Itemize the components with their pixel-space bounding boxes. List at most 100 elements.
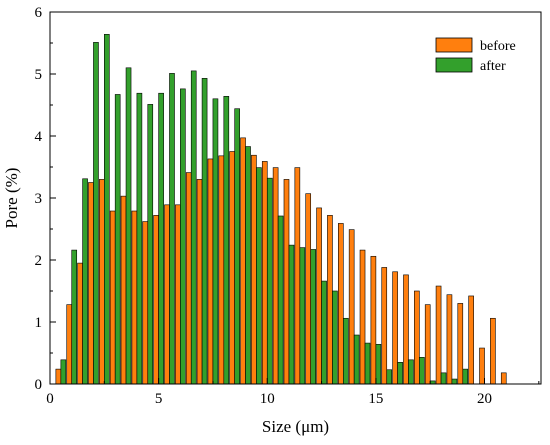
x-tick-label: 15 bbox=[368, 391, 383, 407]
bar-after bbox=[114, 94, 121, 385]
bar-after bbox=[310, 249, 317, 385]
bar-before bbox=[185, 172, 192, 385]
x-tick-label: 5 bbox=[155, 391, 163, 407]
bar-after bbox=[353, 334, 360, 385]
y-tick-label: 1 bbox=[35, 315, 43, 331]
bar-after bbox=[93, 42, 99, 385]
bar-before bbox=[424, 304, 431, 385]
bar-after bbox=[234, 108, 240, 385]
y-tick-label: 5 bbox=[35, 67, 43, 83]
bar-before bbox=[77, 262, 83, 385]
bar-after bbox=[321, 280, 327, 385]
bar-before bbox=[131, 210, 138, 385]
bar-after bbox=[332, 290, 338, 385]
y-tick-label: 4 bbox=[35, 129, 43, 145]
bar-before bbox=[294, 167, 301, 385]
bar-after bbox=[169, 73, 175, 385]
bar-before bbox=[446, 294, 453, 385]
bar-before bbox=[272, 167, 279, 385]
bar-before bbox=[305, 193, 312, 385]
bar-after bbox=[451, 378, 458, 385]
bar-after bbox=[223, 96, 230, 385]
bar-after bbox=[440, 372, 447, 385]
y-tick-label: 2 bbox=[35, 253, 43, 269]
bar-before bbox=[316, 207, 322, 385]
bar-after bbox=[364, 342, 371, 385]
bar-after bbox=[190, 70, 197, 385]
bar-before bbox=[403, 274, 409, 385]
bar-after bbox=[60, 359, 67, 385]
bar-after bbox=[201, 78, 208, 385]
bar-before bbox=[164, 204, 170, 385]
bar-before bbox=[283, 179, 290, 385]
bar-before bbox=[55, 368, 62, 385]
x-axis-label: Size (μm) bbox=[262, 417, 329, 436]
bar-before bbox=[109, 210, 116, 385]
legend-swatch-before bbox=[435, 37, 473, 53]
bar-before bbox=[435, 285, 442, 385]
bar-after bbox=[299, 247, 306, 385]
x-tick-label: 20 bbox=[477, 391, 492, 407]
bar-before bbox=[370, 255, 377, 385]
bar-before bbox=[468, 295, 474, 385]
y-tick-label: 6 bbox=[35, 5, 43, 21]
bar-before bbox=[348, 229, 355, 385]
bar-before bbox=[337, 223, 344, 385]
bar-after bbox=[180, 88, 186, 385]
bar-after bbox=[375, 344, 382, 385]
bar-before bbox=[196, 179, 203, 385]
y-axis-ticks: 0 1 2 3 4 5 6 bbox=[35, 5, 56, 393]
bar-before bbox=[142, 221, 149, 385]
bar-before bbox=[120, 195, 127, 385]
bar-after bbox=[288, 244, 295, 385]
bar-after bbox=[104, 34, 110, 385]
bar-after bbox=[71, 249, 78, 385]
bar-after bbox=[266, 177, 273, 385]
bar-before bbox=[392, 271, 398, 385]
bars-layer bbox=[55, 34, 507, 385]
bar-after bbox=[147, 104, 154, 385]
bar-after bbox=[277, 215, 284, 385]
bar-before bbox=[207, 158, 214, 385]
bar-before bbox=[229, 151, 235, 385]
x-tick-label: 0 bbox=[46, 391, 54, 407]
bar-after bbox=[419, 357, 425, 385]
bar-before bbox=[359, 249, 366, 385]
y-tick-label: 3 bbox=[35, 191, 43, 207]
bar-after bbox=[408, 359, 414, 385]
bar-after bbox=[136, 92, 143, 385]
x-tick-label: 10 bbox=[260, 391, 275, 407]
bar-before bbox=[153, 215, 159, 385]
bar-before bbox=[240, 137, 246, 385]
bar-before bbox=[218, 155, 225, 385]
legend-label-after: after bbox=[480, 59, 506, 74]
bar-before bbox=[457, 303, 464, 385]
bar-before bbox=[88, 182, 94, 385]
bar-before bbox=[261, 161, 268, 385]
bar-after bbox=[397, 361, 403, 385]
bar-after bbox=[212, 98, 219, 385]
bar-before bbox=[500, 372, 507, 385]
bar-after bbox=[342, 317, 349, 385]
legend-label-before: before bbox=[480, 39, 516, 54]
bar-before bbox=[66, 304, 73, 385]
bar-after bbox=[82, 178, 88, 385]
legend-swatch-after bbox=[435, 57, 473, 73]
bar-after bbox=[245, 146, 251, 385]
bar-after bbox=[158, 92, 164, 385]
x-axis-ticks: 0 5 10 15 20 bbox=[46, 378, 540, 407]
legend: before after bbox=[435, 37, 516, 74]
y-axis-label: Pore (%) bbox=[2, 168, 21, 229]
bar-after bbox=[256, 167, 262, 385]
bar-before bbox=[381, 267, 388, 385]
bar-before bbox=[327, 215, 333, 385]
bar-before bbox=[414, 290, 420, 385]
bar-before bbox=[99, 179, 105, 385]
bar-before bbox=[490, 317, 496, 385]
bar-before bbox=[479, 347, 485, 385]
y-tick-label: 0 bbox=[35, 377, 43, 393]
bar-after bbox=[125, 67, 132, 385]
bar-after bbox=[386, 369, 393, 385]
